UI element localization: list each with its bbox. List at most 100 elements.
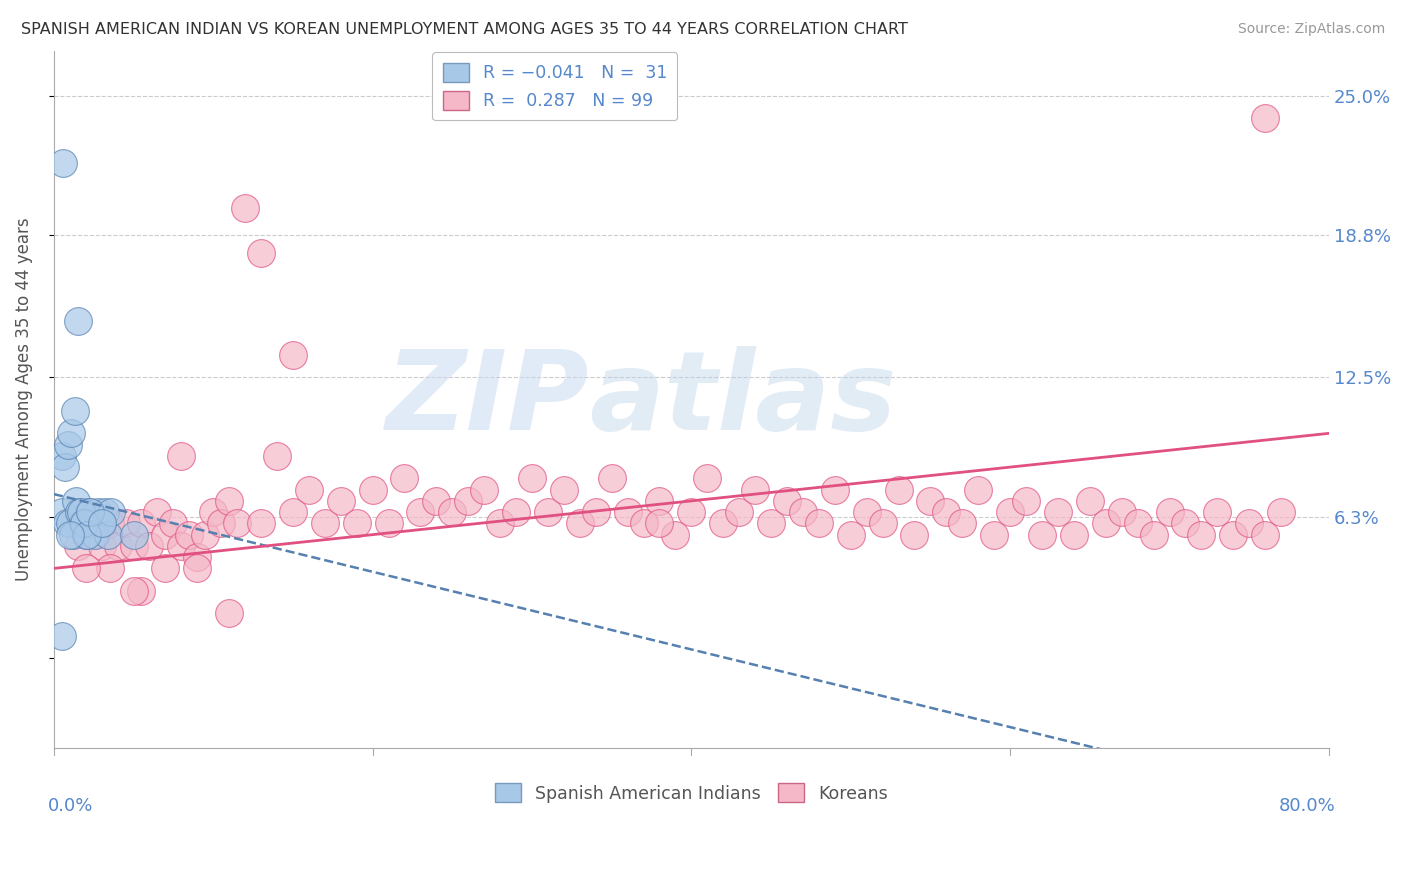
- Point: [744, 483, 766, 497]
- Point: [537, 505, 560, 519]
- Point: [568, 516, 591, 531]
- Point: [202, 505, 225, 519]
- Point: [346, 516, 368, 531]
- Point: [186, 550, 208, 565]
- Point: [138, 539, 160, 553]
- Point: [1111, 505, 1133, 519]
- Point: [807, 516, 830, 531]
- Point: [66, 314, 89, 328]
- Point: [950, 516, 973, 531]
- Point: [1063, 527, 1085, 541]
- Point: [146, 505, 169, 519]
- Point: [983, 527, 1005, 541]
- Point: [90, 516, 112, 531]
- Point: [114, 516, 136, 531]
- Point: [94, 505, 117, 519]
- Point: [75, 527, 97, 541]
- Point: [1254, 527, 1277, 541]
- Point: [59, 527, 82, 541]
- Point: [98, 516, 121, 531]
- Point: [457, 494, 479, 508]
- Point: [75, 561, 97, 575]
- Point: [1126, 516, 1149, 531]
- Point: [855, 505, 877, 519]
- Point: [648, 494, 671, 508]
- Point: [361, 483, 384, 497]
- Point: [1046, 505, 1069, 519]
- Point: [51, 449, 73, 463]
- Point: [711, 516, 734, 531]
- Point: [55, 516, 77, 531]
- Point: [226, 516, 249, 531]
- Point: [76, 527, 98, 541]
- Point: [75, 516, 97, 531]
- Point: [394, 471, 416, 485]
- Point: [70, 505, 93, 519]
- Text: 80.0%: 80.0%: [1278, 797, 1336, 815]
- Point: [87, 505, 110, 519]
- Point: [51, 505, 73, 519]
- Point: [170, 539, 193, 553]
- Point: [998, 505, 1021, 519]
- Point: [553, 483, 575, 497]
- Text: SPANISH AMERICAN INDIAN VS KOREAN UNEMPLOYMENT AMONG AGES 35 TO 44 YEARS CORRELA: SPANISH AMERICAN INDIAN VS KOREAN UNEMPL…: [21, 22, 908, 37]
- Point: [90, 539, 112, 553]
- Point: [1015, 494, 1038, 508]
- Point: [65, 494, 87, 508]
- Point: [1270, 505, 1292, 519]
- Point: [79, 505, 101, 519]
- Point: [90, 516, 112, 531]
- Point: [1174, 516, 1197, 531]
- Point: [59, 516, 82, 531]
- Point: [1222, 527, 1244, 541]
- Point: [218, 607, 240, 621]
- Point: [472, 483, 495, 497]
- Point: [218, 494, 240, 508]
- Point: [1159, 505, 1181, 519]
- Point: [66, 539, 89, 553]
- Point: [281, 505, 304, 519]
- Point: [72, 516, 94, 531]
- Point: [97, 527, 120, 541]
- Point: [681, 505, 703, 519]
- Point: [122, 539, 145, 553]
- Point: [409, 505, 432, 519]
- Point: [107, 539, 129, 553]
- Point: [298, 483, 321, 497]
- Text: Source: ZipAtlas.com: Source: ZipAtlas.com: [1237, 22, 1385, 37]
- Point: [1254, 112, 1277, 126]
- Point: [967, 483, 990, 497]
- Point: [266, 449, 288, 463]
- Point: [52, 156, 75, 170]
- Point: [520, 471, 543, 485]
- Point: [131, 516, 153, 531]
- Point: [1237, 516, 1260, 531]
- Point: [776, 494, 799, 508]
- Point: [792, 505, 814, 519]
- Point: [489, 516, 512, 531]
- Point: [903, 527, 925, 541]
- Point: [314, 516, 336, 531]
- Point: [648, 516, 671, 531]
- Point: [935, 505, 957, 519]
- Text: atlas: atlas: [589, 346, 897, 453]
- Point: [824, 483, 846, 497]
- Point: [1206, 505, 1229, 519]
- Point: [56, 437, 79, 451]
- Point: [179, 527, 201, 541]
- Point: [60, 426, 83, 441]
- Point: [696, 471, 718, 485]
- Point: [62, 527, 84, 541]
- Point: [281, 347, 304, 361]
- Text: 0.0%: 0.0%: [48, 797, 93, 815]
- Point: [1142, 527, 1164, 541]
- Point: [441, 505, 464, 519]
- Point: [250, 516, 273, 531]
- Point: [600, 471, 623, 485]
- Point: [664, 527, 686, 541]
- Point: [83, 527, 105, 541]
- Point: [155, 527, 177, 541]
- Point: [63, 404, 86, 418]
- Point: [122, 527, 145, 541]
- Point: [377, 516, 399, 531]
